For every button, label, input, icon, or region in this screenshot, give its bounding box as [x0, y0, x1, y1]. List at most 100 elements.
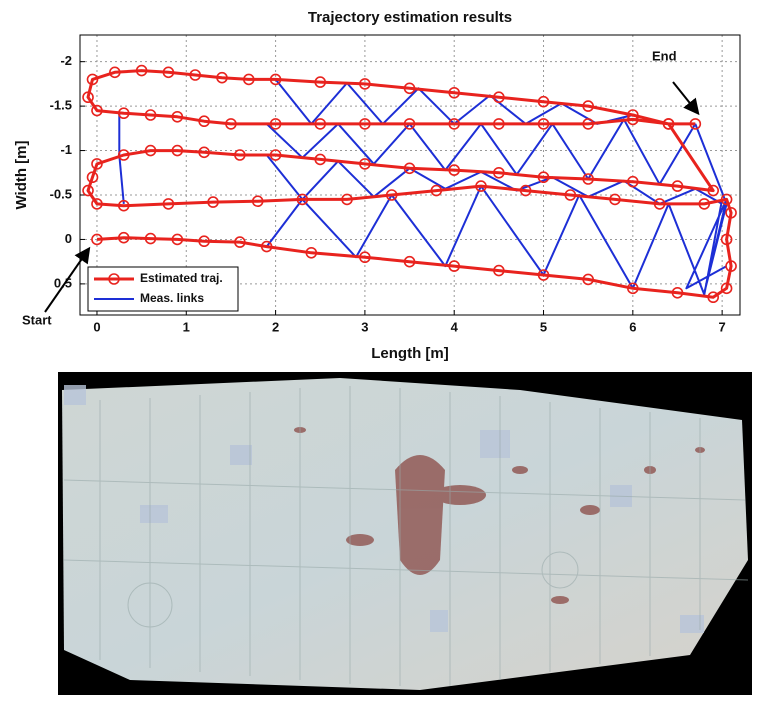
annotation: Start	[22, 312, 52, 327]
trajectory-point	[698, 198, 711, 210]
series-line	[86, 69, 733, 299]
trajectory-point	[720, 282, 733, 295]
trajectory-point	[493, 264, 505, 277]
y-tick-label: 0	[65, 231, 72, 246]
trajectory-point	[260, 240, 273, 253]
trajectory-point	[627, 175, 639, 188]
y-tick-label: -2	[60, 53, 72, 68]
trajectory-point	[385, 189, 398, 201]
trajectory-point	[725, 260, 737, 272]
trajectory-point	[359, 78, 371, 90]
x-tick-label: 7	[719, 319, 726, 334]
start-arrow	[44, 246, 91, 313]
trajectory-point	[189, 69, 202, 81]
trajectory-point	[144, 232, 157, 245]
trajectory-point	[117, 149, 130, 161]
trajectory-point	[269, 73, 282, 86]
trajectory-point	[225, 118, 237, 130]
annotation: End	[652, 48, 677, 63]
trajectory-point	[269, 118, 282, 130]
trajectory-point	[707, 291, 720, 304]
trajectory-point	[198, 235, 210, 248]
trajectory-point	[91, 104, 103, 117]
x-tick-label: 3	[361, 319, 368, 334]
trajectory-point	[537, 95, 550, 108]
trajectory-point	[627, 109, 639, 121]
y-axis-label: Width [m]	[13, 140, 30, 209]
trajectory-point	[493, 118, 505, 130]
x-axis-label: Length [m]	[371, 345, 448, 362]
x-tick-label: 0	[93, 319, 100, 334]
x-tick-label: 5	[540, 319, 547, 334]
trajectory-point	[493, 166, 505, 179]
trajectory-point	[109, 66, 121, 79]
trajectory-point	[162, 66, 175, 79]
trajectory-point	[86, 73, 99, 86]
trajectory-point	[627, 282, 639, 295]
trajectory-point	[86, 171, 99, 184]
trajectory-point	[689, 118, 702, 130]
trajectory-point	[707, 184, 720, 197]
trajectory-point	[448, 86, 461, 99]
trajectory-point	[91, 233, 103, 246]
trajectory-point	[403, 82, 416, 95]
trajectory-point	[403, 118, 416, 130]
mosaic-image	[58, 372, 752, 695]
trajectory-point	[234, 236, 246, 248]
trajectory-point	[341, 193, 353, 206]
trajectory-point	[171, 233, 184, 246]
trajectory-point	[216, 71, 228, 84]
trajectory-point	[91, 198, 103, 210]
trajectory-point	[537, 118, 550, 130]
legend-label: Meas. links	[140, 291, 204, 305]
trajectory-point	[305, 246, 318, 259]
axes-frame	[79, 34, 741, 316]
trajectory-point	[671, 180, 684, 192]
trajectory-point	[144, 109, 157, 121]
trajectory-point	[359, 118, 371, 130]
x-tick-label: 4	[451, 319, 459, 334]
trajectory-point	[144, 144, 157, 157]
trajectory-point	[82, 184, 94, 197]
x-tick-label: 2	[272, 319, 279, 334]
trajectory-point	[662, 118, 675, 130]
y-tick-label: -0.5	[50, 186, 72, 201]
trajectory-point	[82, 91, 94, 104]
trajectory-point	[448, 260, 461, 272]
trajectory-point	[117, 199, 130, 212]
trajectory-point	[627, 113, 639, 126]
trajectory-point	[720, 193, 733, 206]
trajectory-point	[117, 231, 130, 244]
trajectory-point	[314, 76, 327, 88]
trajectory-point	[564, 189, 577, 201]
trajectory-point	[198, 146, 210, 159]
trajectory-point	[537, 269, 550, 281]
trajectory-point	[582, 273, 594, 286]
plot-area: 0 1 2 3 4 5 6 7-2-1.5-1-0.500.5 Estimated traj.M…	[50, 34, 741, 334]
x-tick-label: 6	[629, 319, 636, 334]
trajectory-point	[162, 198, 175, 210]
trajectory-point	[117, 107, 130, 120]
legend-label: Estimated traj.	[140, 271, 223, 285]
trajectory-point	[720, 233, 733, 246]
legend: Estimated traj. Meas. links	[87, 266, 239, 312]
trajectory-point	[448, 164, 461, 176]
legend-marker	[108, 273, 120, 285]
trajectory-point	[359, 158, 371, 170]
trajectory-point	[537, 171, 550, 184]
trajectory-point	[269, 149, 282, 161]
trajectory-point	[671, 286, 684, 299]
trajectory-point	[314, 153, 327, 166]
x-tick-label: 1	[183, 319, 190, 334]
trajectory-point	[91, 158, 103, 170]
trajectory-point	[403, 162, 416, 175]
chart-title: Trajectory estimation results	[308, 9, 512, 26]
trajectory-point	[519, 184, 532, 197]
trajectory-point	[475, 180, 487, 192]
trajectory-point	[448, 118, 461, 130]
trajectory-point	[171, 110, 184, 123]
trajectory-point	[430, 184, 443, 197]
trajectory-point	[242, 73, 255, 86]
